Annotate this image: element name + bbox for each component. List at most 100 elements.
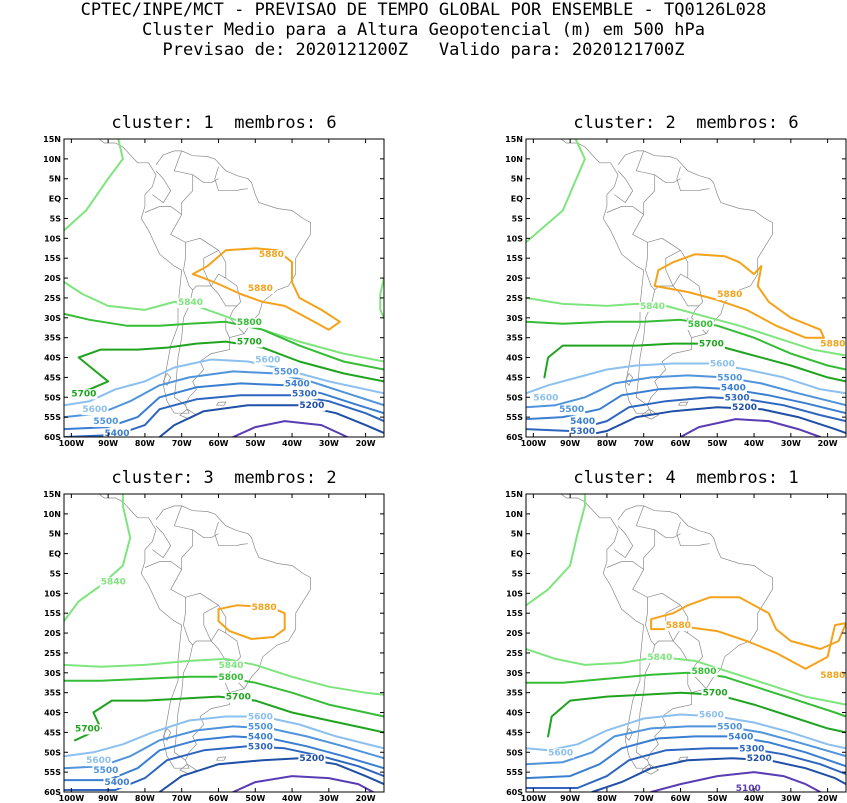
contour-line-5200 [158,757,384,792]
figure-header: CPTEC/INPE/MCT - PREVISAO DE TEMPO GLOBA… [0,0,847,60]
country-border [676,166,710,192]
contour-label: 5400 [105,778,130,788]
lat-tick-label: 25S [506,649,523,658]
panel-title-3: cluster: 3 membros: 2 [111,468,337,488]
lat-tick-label: 30S [506,314,523,323]
lon-tick-label: 40W [282,439,302,448]
lon-tick-label: 40W [744,794,764,803]
country-border [144,561,182,570]
contour-label: 5400 [248,732,273,742]
contour-line-5200 [576,406,846,437]
contour-label-background [235,337,263,348]
contour-label-background [708,359,736,370]
contour-label-background [291,389,319,400]
country-border [654,174,681,184]
lon-tick-label: 70W [634,794,654,803]
contour-label-background [298,401,326,412]
country-border [225,317,230,338]
lon-tick-label: 30W [319,439,339,448]
country-border [614,525,634,559]
contour-label-background [177,297,205,308]
country-border [676,521,710,547]
lat-tick-label: 35S [506,689,523,698]
country-border [645,597,688,646]
contour-label-background [716,373,744,384]
contour-label: 5880 [820,671,845,681]
contour-line-5700 [74,695,384,742]
contour-label-background [701,688,729,699]
lat-tick-label: 60S [44,788,61,797]
lat-tick-label: 50S [44,748,61,757]
lat-tick-label: 10N [43,155,61,164]
contour-line-5880 [653,253,825,339]
map-plot-area: 5880588058405800570056005600550054005300… [526,494,846,792]
lat-tick-label: 10N [505,510,523,519]
contour-line-5700 [70,340,384,395]
country-border [606,206,644,215]
lat-tick-label: 15S [44,609,61,618]
contour-label-background [569,417,597,428]
contour-line-5100 [232,775,374,792]
contour-line-5100 [650,771,822,792]
contour-label: 5600 [533,393,558,403]
lat-tick-label: 20S [506,629,523,638]
contour-label-background [217,672,245,683]
lat-tick-label: 40S [44,354,61,363]
contour-line-5500 [526,725,846,766]
contour-line-5600 [526,362,846,395]
lat-tick-label: 5S [50,570,62,579]
lon-tick-label: 20W [356,439,376,448]
contour-label-background [224,692,252,703]
contour-label: 5800 [219,673,244,683]
lat-tick-label: 55S [44,413,61,422]
contour-label: 5400 [105,429,130,439]
lat-tick-label: 45S [44,728,61,737]
south-america-coastline [98,494,311,769]
lat-tick-label: 45S [44,373,61,382]
contour-label-background [99,577,127,588]
island-outline [215,401,227,406]
contour-label: 5700 [237,338,262,348]
lat-tick-label: 55S [506,413,523,422]
contour-label: 5800 [237,318,262,328]
lat-tick-label: 10S [44,234,61,243]
contour-label-background [646,652,674,663]
map-plot-area: 5840588058405800570057005600560055005500… [64,494,384,792]
contour-line-5100 [679,418,822,437]
lat-tick-label: 5S [512,215,524,224]
contour-line-5600 [64,715,384,758]
contour-label-background [690,666,718,677]
contour-label-background [81,405,109,416]
lon-tick-label: 70W [172,794,192,803]
lat-tick-label: 50S [506,748,523,757]
contour-label: 5800 [692,667,717,677]
lon-tick-label: 90W [560,439,580,448]
lon-tick-label: 60W [671,439,691,448]
contour-label-background [92,417,120,428]
contour-label-background [217,660,245,671]
lat-tick-label: 15S [506,609,523,618]
panel-title-2: cluster: 2 membros: 6 [573,113,799,133]
contour-line-5840 [526,139,586,244]
lon-tick-label: 80W [135,439,155,448]
south-america-coastline [560,494,773,769]
lon-tick-label: 100W [59,794,85,803]
contour-label-background [235,317,263,328]
contour-label-background [738,744,766,755]
contour-label: 5840 [101,577,126,587]
contour-line-5500 [64,370,384,419]
lon-tick-label: 90W [98,439,118,448]
lon-tick-label: 40W [744,439,764,448]
lat-tick-label: EQ [511,195,523,204]
country-border [632,150,707,334]
lat-tick-label: 20S [44,274,61,283]
contour-label-background [70,389,98,400]
country-border [645,242,688,291]
country-border [632,505,707,689]
contour-label: 5700 [75,724,100,734]
header-line-2: Cluster Medio para a Altura Geopotencial… [142,20,705,40]
header-line-3: Previsao de: 2020121200Z Valido para: 20… [162,40,685,60]
contour-label-background [92,766,120,777]
lat-tick-label: 40S [506,709,523,718]
contour-label: 5840 [219,661,244,671]
